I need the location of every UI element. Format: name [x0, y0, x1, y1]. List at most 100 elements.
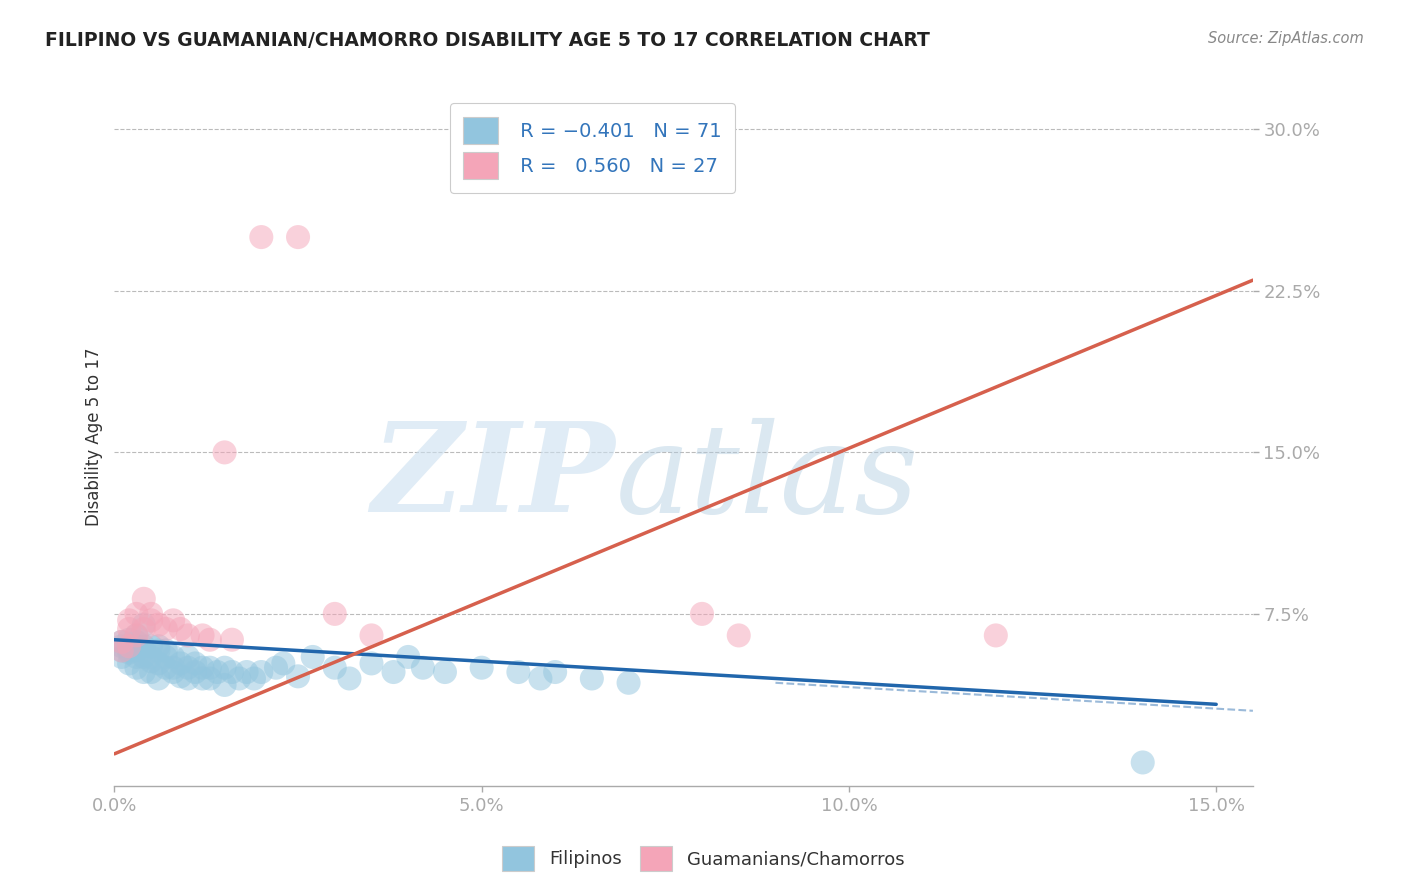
Point: [221, 632, 243, 647]
Point: [118, 622, 141, 636]
Point: [396, 649, 419, 664]
Point: [139, 654, 162, 668]
Legend: Filipinos, Guamanians/Chamorros: Filipinos, Guamanians/Chamorros: [495, 838, 911, 879]
Point: [412, 661, 434, 675]
Point: [214, 678, 236, 692]
Point: [581, 672, 603, 686]
Point: [111, 635, 134, 649]
Point: [139, 639, 162, 653]
Point: [132, 665, 155, 679]
Point: [111, 635, 134, 649]
Point: [360, 628, 382, 642]
Point: [273, 657, 295, 671]
Point: [125, 639, 148, 653]
Point: [132, 617, 155, 632]
Point: [125, 649, 148, 664]
Point: [169, 622, 191, 636]
Point: [111, 639, 134, 653]
Point: [727, 628, 749, 642]
Point: [162, 613, 184, 627]
Point: [221, 665, 243, 679]
Point: [118, 646, 141, 660]
Point: [508, 665, 530, 679]
Point: [191, 661, 214, 675]
Point: [162, 665, 184, 679]
Point: [139, 649, 162, 664]
Point: [529, 672, 551, 686]
Point: [155, 643, 177, 657]
Point: [125, 635, 148, 649]
Point: [214, 661, 236, 675]
Point: [264, 661, 287, 675]
Point: [184, 665, 207, 679]
Point: [184, 657, 207, 671]
Point: [132, 622, 155, 636]
Point: [148, 617, 170, 632]
Point: [433, 665, 456, 679]
Point: [139, 665, 162, 679]
Point: [690, 607, 713, 621]
Point: [617, 675, 640, 690]
Text: atlas: atlas: [616, 417, 918, 539]
Point: [162, 649, 184, 664]
Point: [139, 607, 162, 621]
Point: [155, 661, 177, 675]
Point: [148, 643, 170, 657]
Point: [198, 672, 221, 686]
Point: [198, 661, 221, 675]
Point: [132, 643, 155, 657]
Point: [118, 639, 141, 653]
Point: [125, 628, 148, 642]
Point: [148, 639, 170, 653]
Point: [132, 639, 155, 653]
Point: [198, 632, 221, 647]
Point: [382, 665, 405, 679]
Text: FILIPINO VS GUAMANIAN/CHAMORRO DISABILITY AGE 5 TO 17 CORRELATION CHART: FILIPINO VS GUAMANIAN/CHAMORRO DISABILIT…: [45, 31, 929, 50]
Point: [111, 643, 134, 657]
Point: [118, 639, 141, 653]
Point: [132, 591, 155, 606]
Point: [250, 665, 273, 679]
Legend:  R = −0.401   N = 71,  R =   0.560   N = 27: R = −0.401 N = 71, R = 0.560 N = 27: [450, 103, 735, 193]
Point: [1132, 756, 1154, 770]
Point: [243, 672, 266, 686]
Point: [111, 643, 134, 657]
Point: [162, 661, 184, 675]
Point: [339, 672, 361, 686]
Point: [125, 628, 148, 642]
Point: [235, 665, 257, 679]
Point: [155, 622, 177, 636]
Point: [125, 661, 148, 675]
Point: [214, 445, 236, 459]
Point: [191, 628, 214, 642]
Point: [177, 649, 200, 664]
Point: [287, 230, 309, 244]
Point: [118, 632, 141, 647]
Point: [155, 649, 177, 664]
Point: [984, 628, 1007, 642]
Point: [191, 672, 214, 686]
Point: [228, 672, 250, 686]
Point: [169, 657, 191, 671]
Point: [323, 607, 346, 621]
Point: [177, 661, 200, 675]
Point: [544, 665, 567, 679]
Text: ZIP: ZIP: [371, 417, 616, 539]
Point: [118, 613, 141, 627]
Point: [111, 649, 134, 664]
Point: [125, 607, 148, 621]
Point: [148, 657, 170, 671]
Point: [250, 230, 273, 244]
Point: [139, 613, 162, 627]
Point: [148, 672, 170, 686]
Point: [207, 665, 229, 679]
Point: [287, 669, 309, 683]
Point: [177, 672, 200, 686]
Point: [125, 643, 148, 657]
Point: [323, 661, 346, 675]
Point: [169, 669, 191, 683]
Point: [301, 649, 323, 664]
Point: [118, 643, 141, 657]
Y-axis label: Disability Age 5 to 17: Disability Age 5 to 17: [86, 347, 103, 525]
Point: [471, 661, 494, 675]
